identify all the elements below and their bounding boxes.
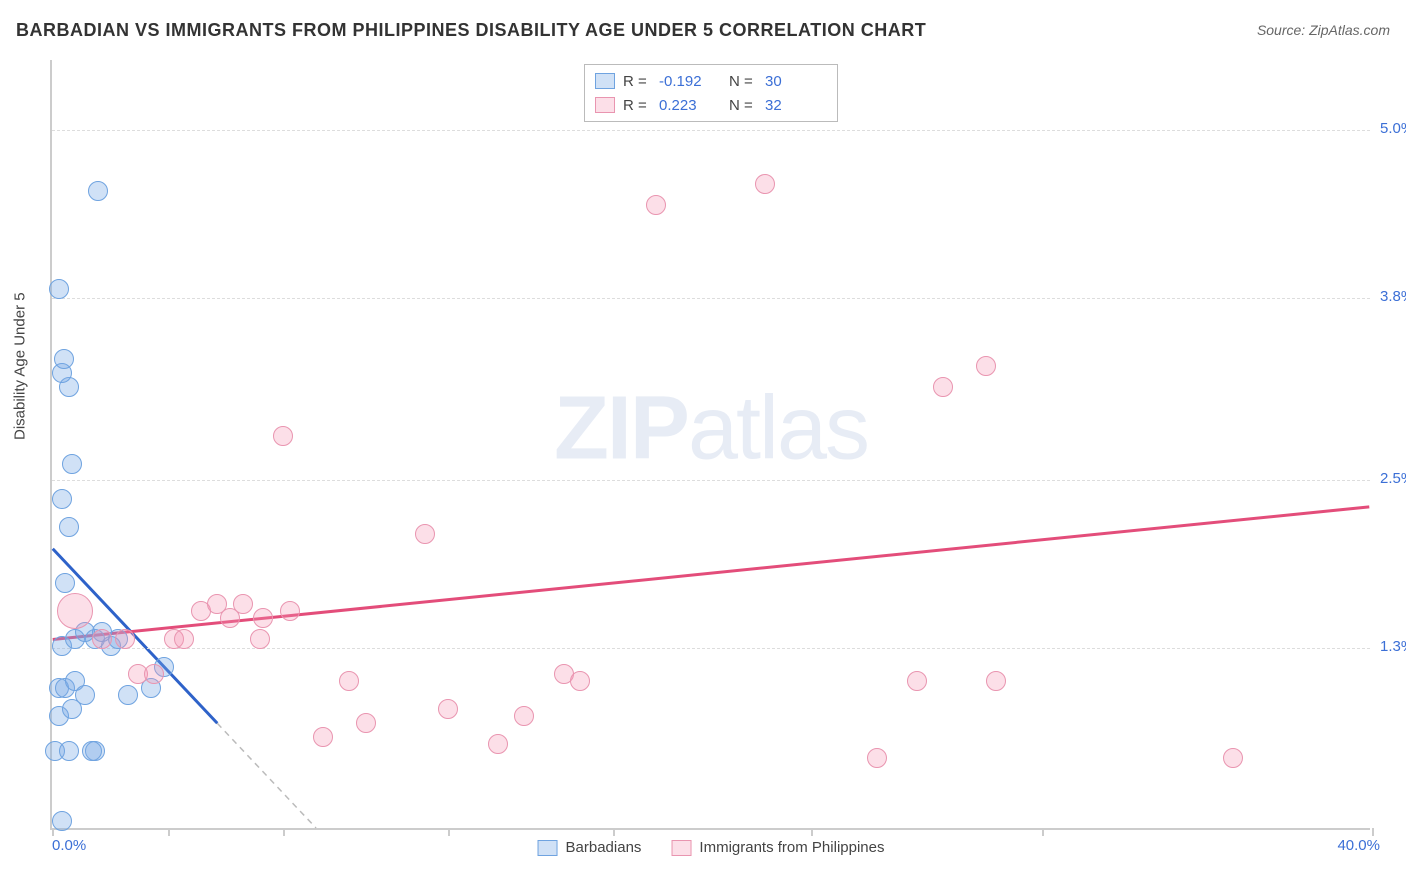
data-point — [75, 685, 95, 705]
data-point — [118, 685, 138, 705]
legend-swatch-icon — [538, 840, 558, 856]
y-tick-label: 2.5% — [1380, 470, 1406, 487]
data-point — [88, 181, 108, 201]
data-point — [253, 608, 273, 628]
legend-stats: R = -0.192 N = 30 R = 0.223 N = 32 — [584, 64, 838, 122]
legend-series-label: Immigrants from Philippines — [699, 839, 884, 856]
legend-swatch-icon — [595, 97, 615, 113]
watermark: ZIPatlas — [554, 377, 868, 480]
data-point — [144, 664, 164, 684]
y-tick-label: 5.0% — [1380, 120, 1406, 137]
data-point — [49, 279, 69, 299]
data-point — [1223, 748, 1243, 768]
gridline — [52, 298, 1370, 299]
legend-N-value: 32 — [765, 97, 827, 114]
data-point — [59, 741, 79, 761]
data-point — [646, 195, 666, 215]
data-point — [933, 377, 953, 397]
data-point — [280, 601, 300, 621]
legend-series: Barbadians Immigrants from Philippines — [538, 839, 885, 856]
data-point — [313, 727, 333, 747]
x-tick — [811, 828, 813, 836]
data-point — [55, 573, 75, 593]
data-point — [54, 349, 74, 369]
data-point — [755, 174, 775, 194]
legend-N-label: N = — [729, 73, 757, 90]
x-tick — [613, 828, 615, 836]
legend-item: Barbadians — [538, 839, 642, 856]
data-point — [488, 734, 508, 754]
data-point — [570, 671, 590, 691]
y-tick-label: 1.3% — [1380, 638, 1406, 655]
legend-swatch-icon — [671, 840, 691, 856]
y-tick-label: 3.8% — [1380, 288, 1406, 305]
data-point — [438, 699, 458, 719]
data-point — [907, 671, 927, 691]
legend-series-label: Barbadians — [566, 839, 642, 856]
data-point — [514, 706, 534, 726]
data-point — [986, 671, 1006, 691]
x-max-label: 40.0% — [1337, 837, 1380, 854]
data-point — [356, 713, 376, 733]
data-point — [233, 594, 253, 614]
x-tick — [52, 828, 54, 836]
chart-title: BARBADIAN VS IMMIGRANTS FROM PHILIPPINES… — [16, 20, 926, 41]
legend-N-label: N = — [729, 97, 757, 114]
legend-R-value: 0.223 — [659, 97, 721, 114]
data-point — [52, 811, 72, 831]
data-point — [115, 629, 135, 649]
data-point — [976, 356, 996, 376]
x-min-label: 0.0% — [52, 837, 86, 854]
gridline — [52, 480, 1370, 481]
legend-N-value: 30 — [765, 73, 827, 90]
source-label: Source: ZipAtlas.com — [1257, 22, 1390, 38]
watermark-sub: atlas — [688, 378, 868, 478]
gridline — [52, 130, 1370, 131]
data-point — [57, 593, 93, 629]
x-tick — [1042, 828, 1044, 836]
data-point — [339, 671, 359, 691]
legend-stats-row: R = -0.192 N = 30 — [595, 69, 827, 93]
trend-lines — [52, 60, 1370, 828]
data-point — [867, 748, 887, 768]
data-point — [59, 517, 79, 537]
gridline — [52, 648, 1370, 649]
x-tick — [168, 828, 170, 836]
plot-area: ZIPatlas R = -0.192 N = 30 R = 0.223 N =… — [50, 60, 1370, 830]
legend-stats-row: R = 0.223 N = 32 — [595, 93, 827, 117]
data-point — [250, 629, 270, 649]
data-point — [62, 454, 82, 474]
data-point — [92, 629, 112, 649]
legend-swatch-icon — [595, 73, 615, 89]
legend-R-label: R = — [623, 97, 651, 114]
data-point — [52, 489, 72, 509]
data-point — [415, 524, 435, 544]
legend-R-value: -0.192 — [659, 73, 721, 90]
x-tick — [448, 828, 450, 836]
data-point — [174, 629, 194, 649]
data-point — [273, 426, 293, 446]
y-axis-label: Disability Age Under 5 — [12, 292, 29, 440]
legend-R-label: R = — [623, 73, 651, 90]
data-point — [82, 741, 102, 761]
legend-item: Immigrants from Philippines — [671, 839, 884, 856]
chart-container: BARBADIAN VS IMMIGRANTS FROM PHILIPPINES… — [0, 0, 1406, 892]
title-bar: BARBADIAN VS IMMIGRANTS FROM PHILIPPINES… — [16, 16, 1390, 44]
watermark-main: ZIP — [554, 378, 688, 478]
x-tick — [283, 828, 285, 836]
x-tick — [1372, 828, 1374, 836]
